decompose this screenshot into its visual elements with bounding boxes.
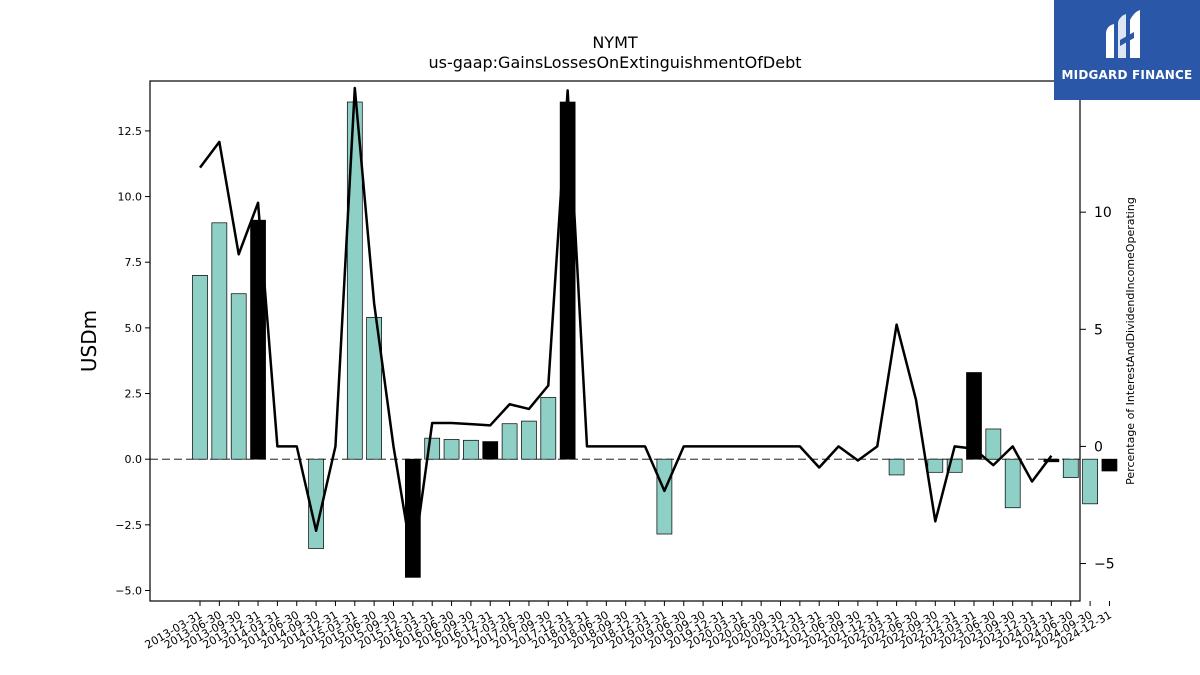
y-tick-label: 0.0: [125, 453, 143, 466]
midgard-finance-logo: MIDGARD FINANCE: [1054, 0, 1200, 100]
bar-2016-12-31: [482, 441, 499, 460]
bar-2013-09-30: [230, 293, 247, 460]
y-tick-label: 12.5: [118, 125, 143, 138]
bar-2017-09-30: [540, 397, 557, 460]
midgard-logo-icon: [1106, 10, 1140, 58]
bar-2016-06-30: [443, 439, 460, 460]
bar-2017-03-31: [501, 423, 518, 460]
bar-2017-06-30: [521, 420, 537, 460]
y-tick-label: 10.0: [118, 191, 143, 204]
bar-2013-06-30: [211, 222, 228, 460]
bar-2023-06-30: [985, 428, 1002, 460]
bar-2016-09-30: [463, 439, 479, 460]
bar-2023-03-31: [966, 372, 982, 460]
logo-text: MIDGARD FINANCE: [1061, 68, 1193, 82]
plot-frame: [149, 80, 1081, 602]
plot-area: −5.0−2.50.02.55.07.510.012.5−50510152013…: [115, 80, 1118, 652]
bar-2024-03-31: [1043, 458, 1060, 463]
y-axis-right-label: Percentage of InterestAndDividendIncomeO…: [1124, 197, 1137, 485]
bar-2013-12-31: [250, 219, 266, 460]
bar-2015-06-30: [366, 317, 382, 460]
bar-2024-12-31: [1101, 458, 1118, 472]
chart-title-line1: NYMT: [592, 33, 638, 52]
y-axis-label: USDm: [77, 310, 101, 372]
chart-title-line2: us-gaap:GainsLossesOnExtinguishmentOfDeb…: [428, 53, 801, 72]
y-tick-label: 2.5: [125, 388, 143, 401]
bar-2014-09-30: [308, 458, 324, 549]
bar-2024-06-30: [1062, 458, 1079, 478]
bar-2023-09-30: [1004, 458, 1021, 509]
y-tick-label: −5.0: [115, 584, 142, 597]
bar-2024-09-30: [1082, 458, 1098, 505]
y-right-tick-label: 10: [1094, 205, 1112, 221]
bar-2022-09-30: [927, 458, 944, 473]
line-series: [199, 86, 1053, 565]
y-tick-label: −2.5: [115, 519, 142, 532]
y-right-tick-label: 5: [1094, 322, 1103, 338]
y-tick-label: 7.5: [125, 256, 143, 269]
bar-2019-03-31: [656, 458, 673, 535]
y-right-tick-label: −5: [1094, 557, 1115, 573]
bar-2013-03-31: [192, 274, 208, 460]
bar-2022-03-31: [888, 458, 905, 476]
y-tick-label: 5.0: [125, 322, 143, 335]
y-right-tick-label: 0: [1094, 439, 1103, 455]
